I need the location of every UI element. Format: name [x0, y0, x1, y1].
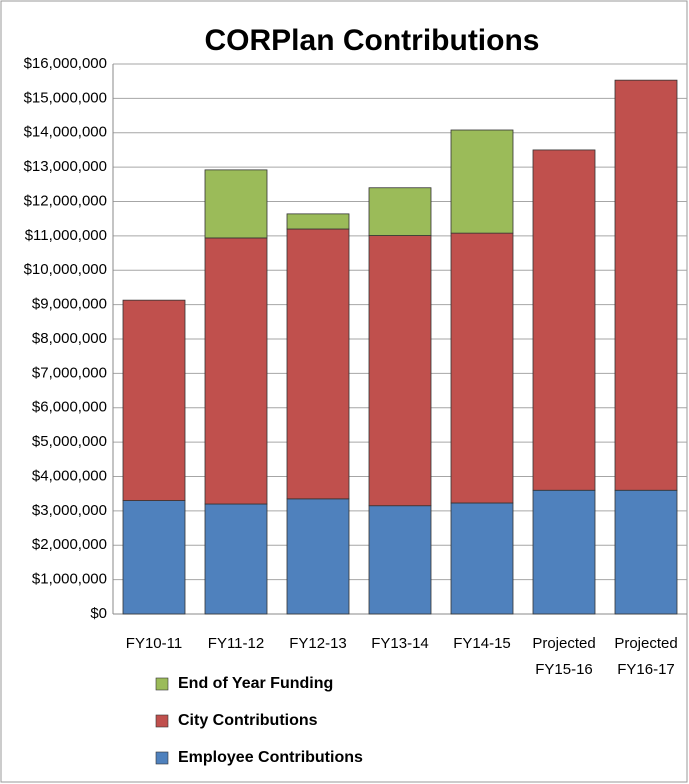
- legend-swatch: [155, 714, 169, 728]
- x-tick-label: FY14-15: [453, 635, 511, 652]
- y-tick-label: $4,000,000: [32, 467, 107, 484]
- bar-segment: [286, 228, 350, 500]
- bar-segment: [614, 489, 678, 615]
- y-tick-label: $13,000,000: [24, 158, 107, 175]
- bar-segment: [368, 235, 432, 507]
- y-tick-label: $9,000,000: [32, 296, 107, 313]
- y-tick-label: $10,000,000: [24, 261, 107, 278]
- legend-label: Employee Contributions: [178, 749, 363, 766]
- chart-title: CORPlan Contributions: [205, 24, 540, 57]
- bar-segment: [204, 169, 268, 239]
- y-tick-label: $7,000,000: [32, 364, 107, 381]
- y-tick-label: $11,000,000: [25, 227, 107, 244]
- legend-swatch: [155, 751, 169, 765]
- bar-segment: [532, 149, 596, 491]
- bar-segment: [368, 505, 432, 615]
- y-tick-label: $16,000,000: [24, 55, 107, 72]
- x-tick-label: Projected FY15-16: [532, 635, 595, 678]
- y-tick-label: $5,000,000: [32, 433, 107, 450]
- y-tick-label: $8,000,000: [32, 330, 107, 347]
- bar-segment: [286, 498, 350, 615]
- x-tick-label: FY12-13: [289, 635, 347, 652]
- bar-segment: [204, 503, 268, 615]
- bar-segment: [368, 187, 432, 236]
- y-tick-label: $0: [90, 605, 107, 622]
- bar-segment: [286, 213, 350, 230]
- legend-label: City Contributions: [178, 712, 318, 729]
- legend-label: End of Year Funding: [178, 675, 333, 692]
- bar-segment: [614, 79, 678, 491]
- bar-segment: [532, 489, 596, 615]
- y-tick-label: $3,000,000: [32, 502, 107, 519]
- y-tick-label: $14,000,000: [24, 124, 107, 141]
- bar-segment: [204, 237, 268, 505]
- y-tick-label: $12,000,000: [24, 192, 107, 209]
- y-tick-label: $2,000,000: [32, 536, 107, 553]
- y-tick-label: $6,000,000: [32, 399, 107, 416]
- x-tick-label: FY11-12: [208, 635, 264, 652]
- x-tick-label: FY10-11: [126, 635, 182, 652]
- bar-segment: [122, 299, 186, 501]
- x-tick-label: FY13-14: [371, 635, 429, 652]
- bar-segment: [122, 500, 186, 615]
- x-tick-label: Projected FY16-17: [614, 635, 677, 678]
- y-tick-label: $1,000,000: [32, 571, 107, 588]
- bar-segment: [450, 129, 514, 234]
- bar-segment: [450, 502, 514, 615]
- y-tick-label: $15,000,000: [24, 89, 107, 106]
- legend-swatch: [155, 677, 169, 691]
- bar-segment: [450, 232, 514, 504]
